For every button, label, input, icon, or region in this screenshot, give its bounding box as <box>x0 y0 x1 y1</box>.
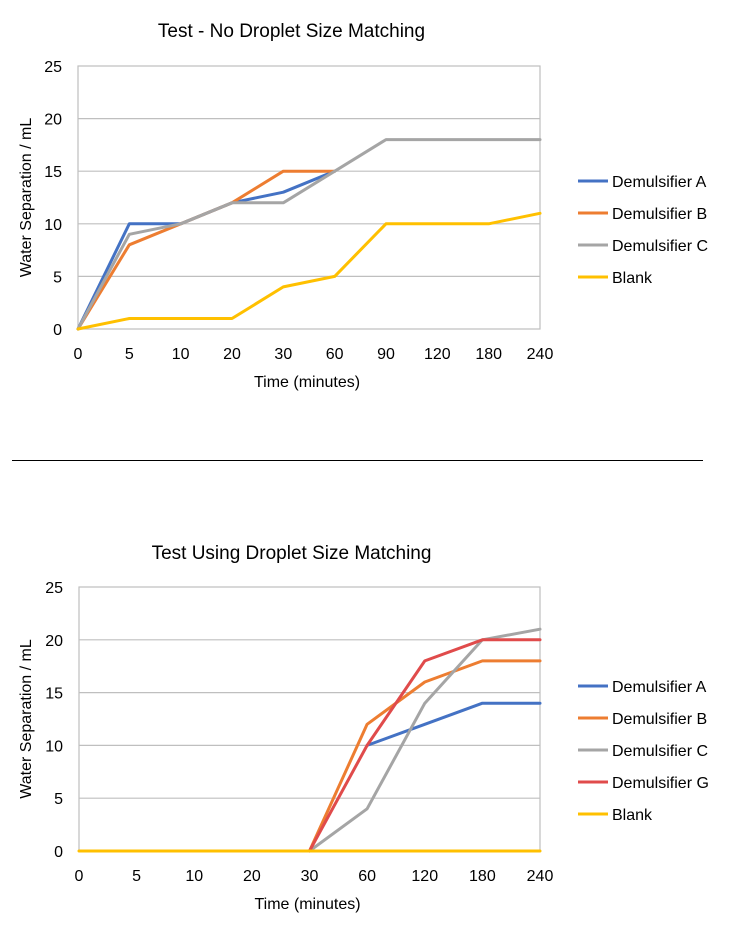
chart1-x-axis-label: Time (minutes) <box>254 374 360 391</box>
chart1-series-line-demulsifier-c <box>76 138 542 331</box>
chart1-x-tick-label: 180 <box>475 346 502 363</box>
chart2-legend-label-demulsifier-b: Demulsifier B <box>612 711 707 728</box>
chart2-x-tick-label: 120 <box>411 868 438 885</box>
chart2-y-tick-label: 0 <box>54 844 63 861</box>
chart2-y-axis-label: Water Separation / mL <box>18 639 35 799</box>
chart1-x-tick-label: 60 <box>326 346 344 363</box>
chart2-legend-label-demulsifier-c: Demulsifier C <box>612 743 708 760</box>
chart1-series-line-blank <box>76 211 542 331</box>
chart2-legend-label-demulsifier-g: Demulsifier G <box>612 775 709 792</box>
chart1-y-tick-label: 25 <box>44 59 62 76</box>
chart1-y-tick-label: 5 <box>53 269 62 286</box>
chart2-x-tick-label: 60 <box>358 868 376 885</box>
chart2-series-line-demulsifier-b <box>308 659 542 853</box>
chart2-series-line-demulsifier-c <box>308 627 542 853</box>
chart2-x-tick-label: 240 <box>527 868 554 885</box>
chart2-y-tick-label: 20 <box>45 633 63 650</box>
chart1-y-tick-label: 10 <box>44 217 62 234</box>
chart1-y-axis-label: Water Separation / mL <box>18 118 35 278</box>
chart2-x-tick-label: 180 <box>469 868 496 885</box>
chart2-x-axis-label: Time (minutes) <box>254 896 360 913</box>
chart2-x-tick-label: 0 <box>75 868 84 885</box>
chart1-legend-label-blank: Blank <box>612 270 653 287</box>
chart1-x-tick-label: 90 <box>377 346 395 363</box>
chart2-series-line-demulsifier-g <box>308 638 542 853</box>
chart2-y-tick-label: 10 <box>45 738 63 755</box>
chart-top: 0 5 10 15 20 25 0 5 10 20 30 60 90 120 180 240 Time (min… <box>18 59 708 391</box>
chart1-x-tick-label: 10 <box>172 346 190 363</box>
chart2-y-tick-label: 25 <box>45 580 63 597</box>
chart2-series-line-demulsifier-a <box>365 701 542 747</box>
chart2-x-tick-label: 10 <box>185 868 203 885</box>
chart1-x-tick-label: 30 <box>274 346 292 363</box>
chart1-x-tick-label: 240 <box>527 346 554 363</box>
chart2-x-tick-label: 30 <box>301 868 319 885</box>
chart1-x-tick-label: 120 <box>424 346 451 363</box>
chart2-legend-label-blank: Blank <box>612 807 653 824</box>
chart1-x-tick-label: 20 <box>223 346 241 363</box>
chart1-legend-label-demulsifier-c: Demulsifier C <box>612 238 708 255</box>
chart2-y-tick-label: 5 <box>54 791 63 808</box>
chart1-plot-area <box>77 65 541 330</box>
section-divider <box>12 460 703 461</box>
chart-title-top: Test - No Droplet Size Matching <box>157 21 426 42</box>
chart1-legend-label-demulsifier-a: Demulsifier A <box>612 174 707 191</box>
chart2-y-tick-label: 15 <box>45 686 63 703</box>
chart1-y-tick-label: 15 <box>44 164 62 181</box>
chart2-plot-area <box>78 586 541 852</box>
chart1-y-tick-label: 0 <box>53 322 62 339</box>
chart1-x-tick-label: 0 <box>74 346 83 363</box>
chart-title-bottom: Test Using Droplet Size Matching <box>151 543 432 564</box>
chart1-legend-label-demulsifier-b: Demulsifier B <box>612 206 707 223</box>
chart2-x-tick-label: 20 <box>243 868 261 885</box>
chart1-x-tick-label: 5 <box>125 346 134 363</box>
chart1-y-tick-label: 20 <box>44 112 62 129</box>
chart2-legend-label-demulsifier-a: Demulsifier A <box>612 679 707 696</box>
chart2-x-tick-label: 5 <box>132 868 141 885</box>
